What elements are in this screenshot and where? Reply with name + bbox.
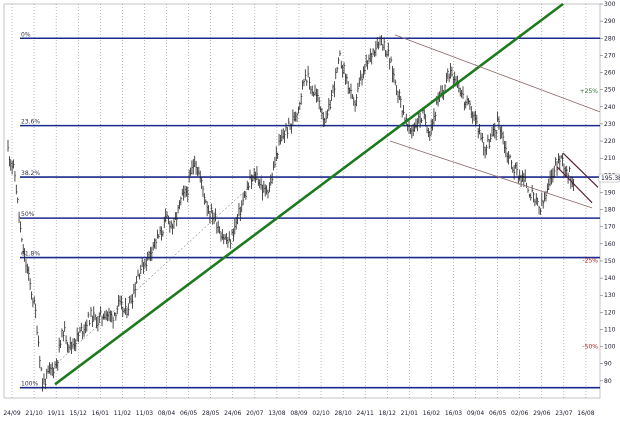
- x-tick-label: 08/09: [290, 410, 307, 417]
- pct-label: -25%: [582, 258, 598, 265]
- x-tick-label: 16/02: [423, 410, 440, 417]
- y-tick-label: 190: [604, 189, 616, 196]
- y-tick-label: 80: [604, 378, 612, 385]
- x-tick-label: 09/04: [467, 410, 484, 417]
- x-tick-label: 16/08: [577, 410, 594, 417]
- y-tick-label: 160: [604, 241, 616, 248]
- y-tick-label: 260: [604, 70, 616, 77]
- y-tick-label: 280: [604, 35, 616, 42]
- x-tick-label: 11/03: [136, 410, 153, 417]
- y-tick-label: 220: [604, 138, 616, 145]
- channel-upper-line: [394, 34, 601, 113]
- fib-level-label: 100%: [21, 381, 38, 388]
- flag-upper-line: [562, 152, 599, 188]
- x-tick-label: 24/11: [357, 410, 374, 417]
- x-tick-label: 23/07: [555, 410, 572, 417]
- y-tick-label: 300: [604, 1, 616, 8]
- fib-level-label: 50%: [21, 211, 35, 218]
- x-tick-label: 08/04: [158, 410, 175, 417]
- y-tick-label: 110: [604, 326, 616, 333]
- trend-lines: [54, 2, 601, 386]
- y-tick-label: 150: [604, 258, 616, 265]
- price-series: [7, 35, 575, 392]
- y-tick-label: 290: [604, 18, 616, 25]
- dashed-trendline: [59, 175, 263, 361]
- y-tick-label: 240: [604, 104, 616, 111]
- x-tick-label: 15/12: [70, 410, 87, 417]
- y-tick-label: 120: [604, 309, 616, 316]
- x-tick-label: 06/05: [489, 410, 506, 417]
- x-tick-label: 28/10: [334, 410, 351, 417]
- x-tick-label: 21/10: [25, 410, 42, 417]
- x-tick-label: 06/05: [180, 410, 197, 417]
- fib-level-label: 23.6%: [21, 119, 40, 126]
- support-trendline: [54, 2, 564, 386]
- y-tick-label: 270: [604, 52, 616, 59]
- pct-label: +25%: [580, 88, 599, 95]
- x-tick-label: 13/08: [268, 410, 285, 417]
- y-axis: 8090100110120130140150160170180190200210…: [600, 1, 616, 385]
- flag-lower-line: [556, 166, 593, 204]
- fib-level-label: 38.2%: [21, 170, 40, 177]
- y-tick-label: 210: [604, 155, 616, 162]
- x-tick-label: 29/06: [533, 410, 550, 417]
- y-tick-label: 250: [604, 87, 616, 94]
- x-tick-label: 16/03: [445, 410, 462, 417]
- x-tick-label: 28/05: [202, 410, 219, 417]
- fib-level-label: 0%: [21, 31, 31, 38]
- y-tick-label: 140: [604, 275, 616, 282]
- x-tick-label: 21/01: [401, 410, 418, 417]
- plot-frame: [3, 3, 601, 399]
- x-tick-label: 18/12: [379, 410, 396, 417]
- x-tick-label: 16/01: [92, 410, 109, 417]
- last-price-label: 195.38: [601, 175, 620, 182]
- x-tick-label: 24/06: [224, 410, 241, 417]
- y-tick-label: 90: [604, 361, 612, 368]
- y-tick-label: 180: [604, 207, 616, 214]
- x-tick-label: 11/02: [114, 410, 131, 417]
- fib-level-label: 61.8%: [21, 251, 40, 258]
- fib-levels: 0% 23.6% 38.2% 50% 61.8% 100%: [20, 31, 600, 389]
- vertical-gridlines: [3, 3, 601, 399]
- channel-lower-line: [389, 140, 593, 209]
- last-price-box: [598, 173, 620, 183]
- y-tick-label: 170: [604, 224, 616, 231]
- y-tick-label: 230: [604, 121, 616, 128]
- x-tick-label: 02/10: [312, 410, 329, 417]
- pct-label: -50%: [582, 343, 598, 350]
- x-axis: 24/09 21/10 19/11 15/12 16/01 11/02 11/03 08/04…: [3, 410, 594, 417]
- x-tick-label: 02/06: [511, 410, 528, 417]
- x-tick-label: 19/11: [47, 410, 64, 417]
- y-tick-label: 130: [604, 292, 616, 299]
- y-tick-label: 100: [604, 344, 616, 351]
- x-tick-label: 20/07: [246, 410, 263, 417]
- x-tick-label: 24/09: [3, 410, 20, 417]
- annotations: +25% -25% -50% 195.38: [580, 88, 620, 350]
